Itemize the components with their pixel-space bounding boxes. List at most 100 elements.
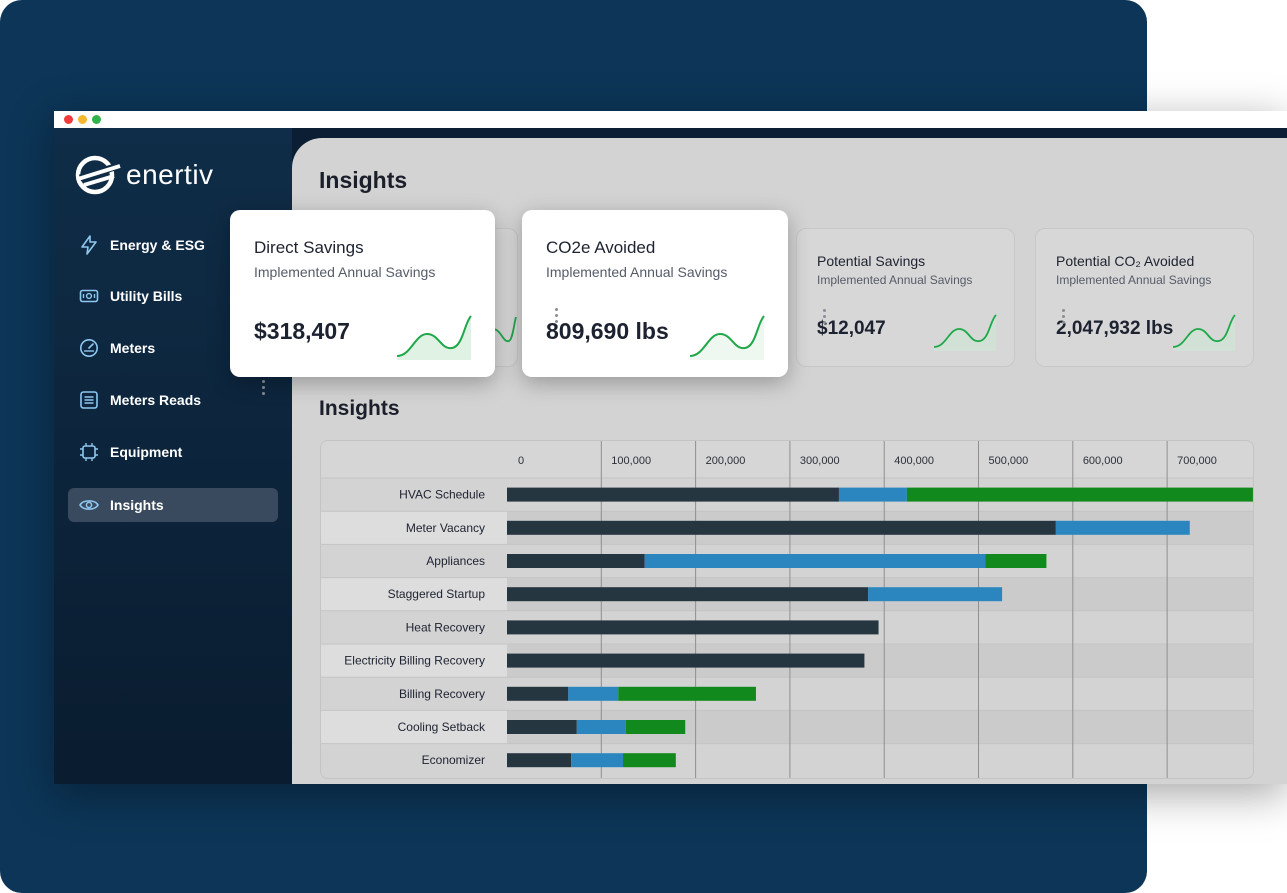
card-value: $12,047	[817, 318, 886, 339]
popup-title: CO2e Avoided	[546, 238, 656, 257]
bar-segment[interactable]	[507, 554, 645, 568]
popup-value: $318,407	[254, 318, 350, 344]
bar-segment[interactable]	[576, 720, 626, 734]
popup-card-co2e-avoided[interactable]: CO2e Avoided Implemented Annual Savings …	[522, 210, 788, 377]
bar-segment[interactable]	[618, 686, 756, 701]
bar-segment[interactable]	[625, 720, 686, 734]
x-tick-label: 500,000	[989, 455, 1029, 467]
bar-segment[interactable]	[507, 520, 1056, 535]
bar-segment[interactable]	[985, 554, 1047, 568]
card-subtitle: Implemented Annual Savings	[817, 273, 973, 287]
sidebar-item-meters[interactable]: Meters	[68, 331, 278, 365]
insights-chart: 0 100,000 200,000 300,000 400,000 500,000 600,…	[320, 440, 1254, 779]
bar-segment[interactable]	[507, 620, 879, 635]
bar-segment[interactable]	[568, 686, 619, 701]
page-title: Insights	[319, 167, 408, 193]
bar-segment[interactable]	[507, 487, 839, 502]
bar-segment[interactable]	[507, 653, 865, 668]
category-label: Cooling Setback	[398, 720, 486, 734]
chart-header	[321, 441, 1253, 478]
kebab-menu-icon[interactable]	[262, 380, 266, 398]
enertiv-logo[interactable]: enertiv	[74, 154, 214, 196]
bar-segment[interactable]	[906, 487, 1253, 502]
kebab-menu-icon[interactable]	[555, 308, 559, 326]
kebab-menu-icon[interactable]	[1062, 309, 1066, 327]
chip-icon	[78, 441, 100, 463]
bar-segment[interactable]	[1055, 520, 1190, 535]
bar-segment[interactable]	[644, 554, 986, 568]
stat-card-potential-savings[interactable]: Potential Savings Implemented Annual Sav…	[796, 228, 1015, 367]
category-label: Meter Vacancy	[406, 521, 485, 535]
category-label: Electricity Billing Recovery	[344, 654, 485, 668]
row-label-cell	[321, 610, 507, 644]
minimize-window-icon[interactable]	[78, 115, 87, 124]
row-label-cell	[321, 677, 507, 711]
list-icon	[78, 389, 100, 411]
sidebar-item-meters-reads[interactable]: Meters Reads	[68, 383, 278, 417]
x-tick-label: 700,000	[1177, 455, 1217, 467]
category-label: Economizer	[422, 753, 485, 767]
bill-icon	[78, 285, 100, 307]
sidebar-item-label: Energy & ESG	[110, 237, 205, 253]
sparkline-icon	[933, 314, 997, 351]
card-value: 2,047,932 lbs	[1056, 318, 1174, 339]
sidebar-item-utility-bills[interactable]: Utility Bills	[68, 279, 278, 313]
sparkline-icon	[1172, 314, 1236, 351]
logo-wordmark: enertiv	[126, 159, 214, 190]
close-window-icon[interactable]	[64, 115, 73, 124]
popup-subtitle: Implemented Annual Savings	[546, 264, 728, 280]
bar-segment[interactable]	[507, 753, 572, 768]
x-tick-label: 600,000	[1083, 455, 1123, 467]
sidebar-item-label: Insights	[110, 497, 164, 513]
insights-bar-chart: 0 100,000 200,000 300,000 400,000 500,000 600,…	[321, 441, 1253, 778]
lightning-icon	[78, 234, 100, 256]
maximize-window-icon[interactable]	[92, 115, 101, 124]
sidebar-item-label: Utility Bills	[110, 288, 183, 304]
bar-segment[interactable]	[838, 487, 907, 502]
card-title: Potential CO₂ Avoided	[1056, 253, 1195, 269]
category-label: Billing Recovery	[399, 687, 485, 701]
x-tick-label: 0	[518, 455, 524, 467]
row-label-cell	[321, 644, 507, 678]
row-label-cell	[321, 544, 507, 578]
stat-card-potential-co2[interactable]: Potential CO₂ Avoided Implemented Annual…	[1035, 228, 1254, 367]
sidebar-item-insights[interactable]: Insights	[68, 488, 278, 522]
bar-segment[interactable]	[571, 753, 623, 768]
x-tick-label: 200,000	[706, 455, 746, 467]
x-tick-label: 300,000	[800, 455, 840, 467]
bar-segment[interactable]	[868, 587, 1003, 602]
section-title: Insights	[319, 397, 400, 420]
window-titlebar	[54, 111, 1287, 128]
enertiv-logo-icon	[75, 155, 121, 195]
row-label-cell	[321, 511, 507, 545]
sparkline-icon	[689, 315, 765, 360]
category-label: Appliances	[426, 554, 485, 568]
sidebar-item-label: Meters	[110, 340, 156, 356]
category-label: Staggered Startup	[388, 587, 486, 601]
bar-segment[interactable]	[507, 686, 569, 701]
gauge-icon	[78, 337, 100, 359]
row-label-cell	[321, 577, 507, 611]
bar-segment[interactable]	[507, 720, 577, 734]
category-label: Heat Recovery	[406, 620, 485, 634]
sidebar-item-label: Meters Reads	[110, 392, 202, 408]
sparkline-icon	[396, 315, 472, 360]
sidebar-item-label: Equipment	[110, 444, 183, 460]
x-tick-label: 400,000	[894, 455, 934, 467]
popup-card-direct-savings[interactable]: Direct Savings Implemented Annual Saving…	[230, 210, 495, 377]
row-label-cell	[321, 710, 507, 744]
eye-icon	[78, 494, 100, 516]
popup-subtitle: Implemented Annual Savings	[254, 264, 436, 280]
row-label-cell	[321, 478, 507, 512]
sidebar-item-energy-esg[interactable]: Energy & ESG	[68, 228, 278, 262]
card-subtitle: Implemented Annual Savings	[1056, 273, 1212, 287]
row-label-cell	[321, 743, 507, 777]
bar-segment[interactable]	[622, 753, 676, 768]
category-label: HVAC Schedule	[399, 488, 485, 502]
x-tick-label: 100,000	[611, 455, 651, 467]
kebab-menu-icon[interactable]	[823, 309, 827, 327]
card-title: Potential Savings	[817, 253, 926, 269]
popup-title: Direct Savings	[254, 238, 364, 257]
bar-segment[interactable]	[507, 587, 869, 602]
sidebar-item-equipment[interactable]: Equipment	[68, 435, 278, 469]
